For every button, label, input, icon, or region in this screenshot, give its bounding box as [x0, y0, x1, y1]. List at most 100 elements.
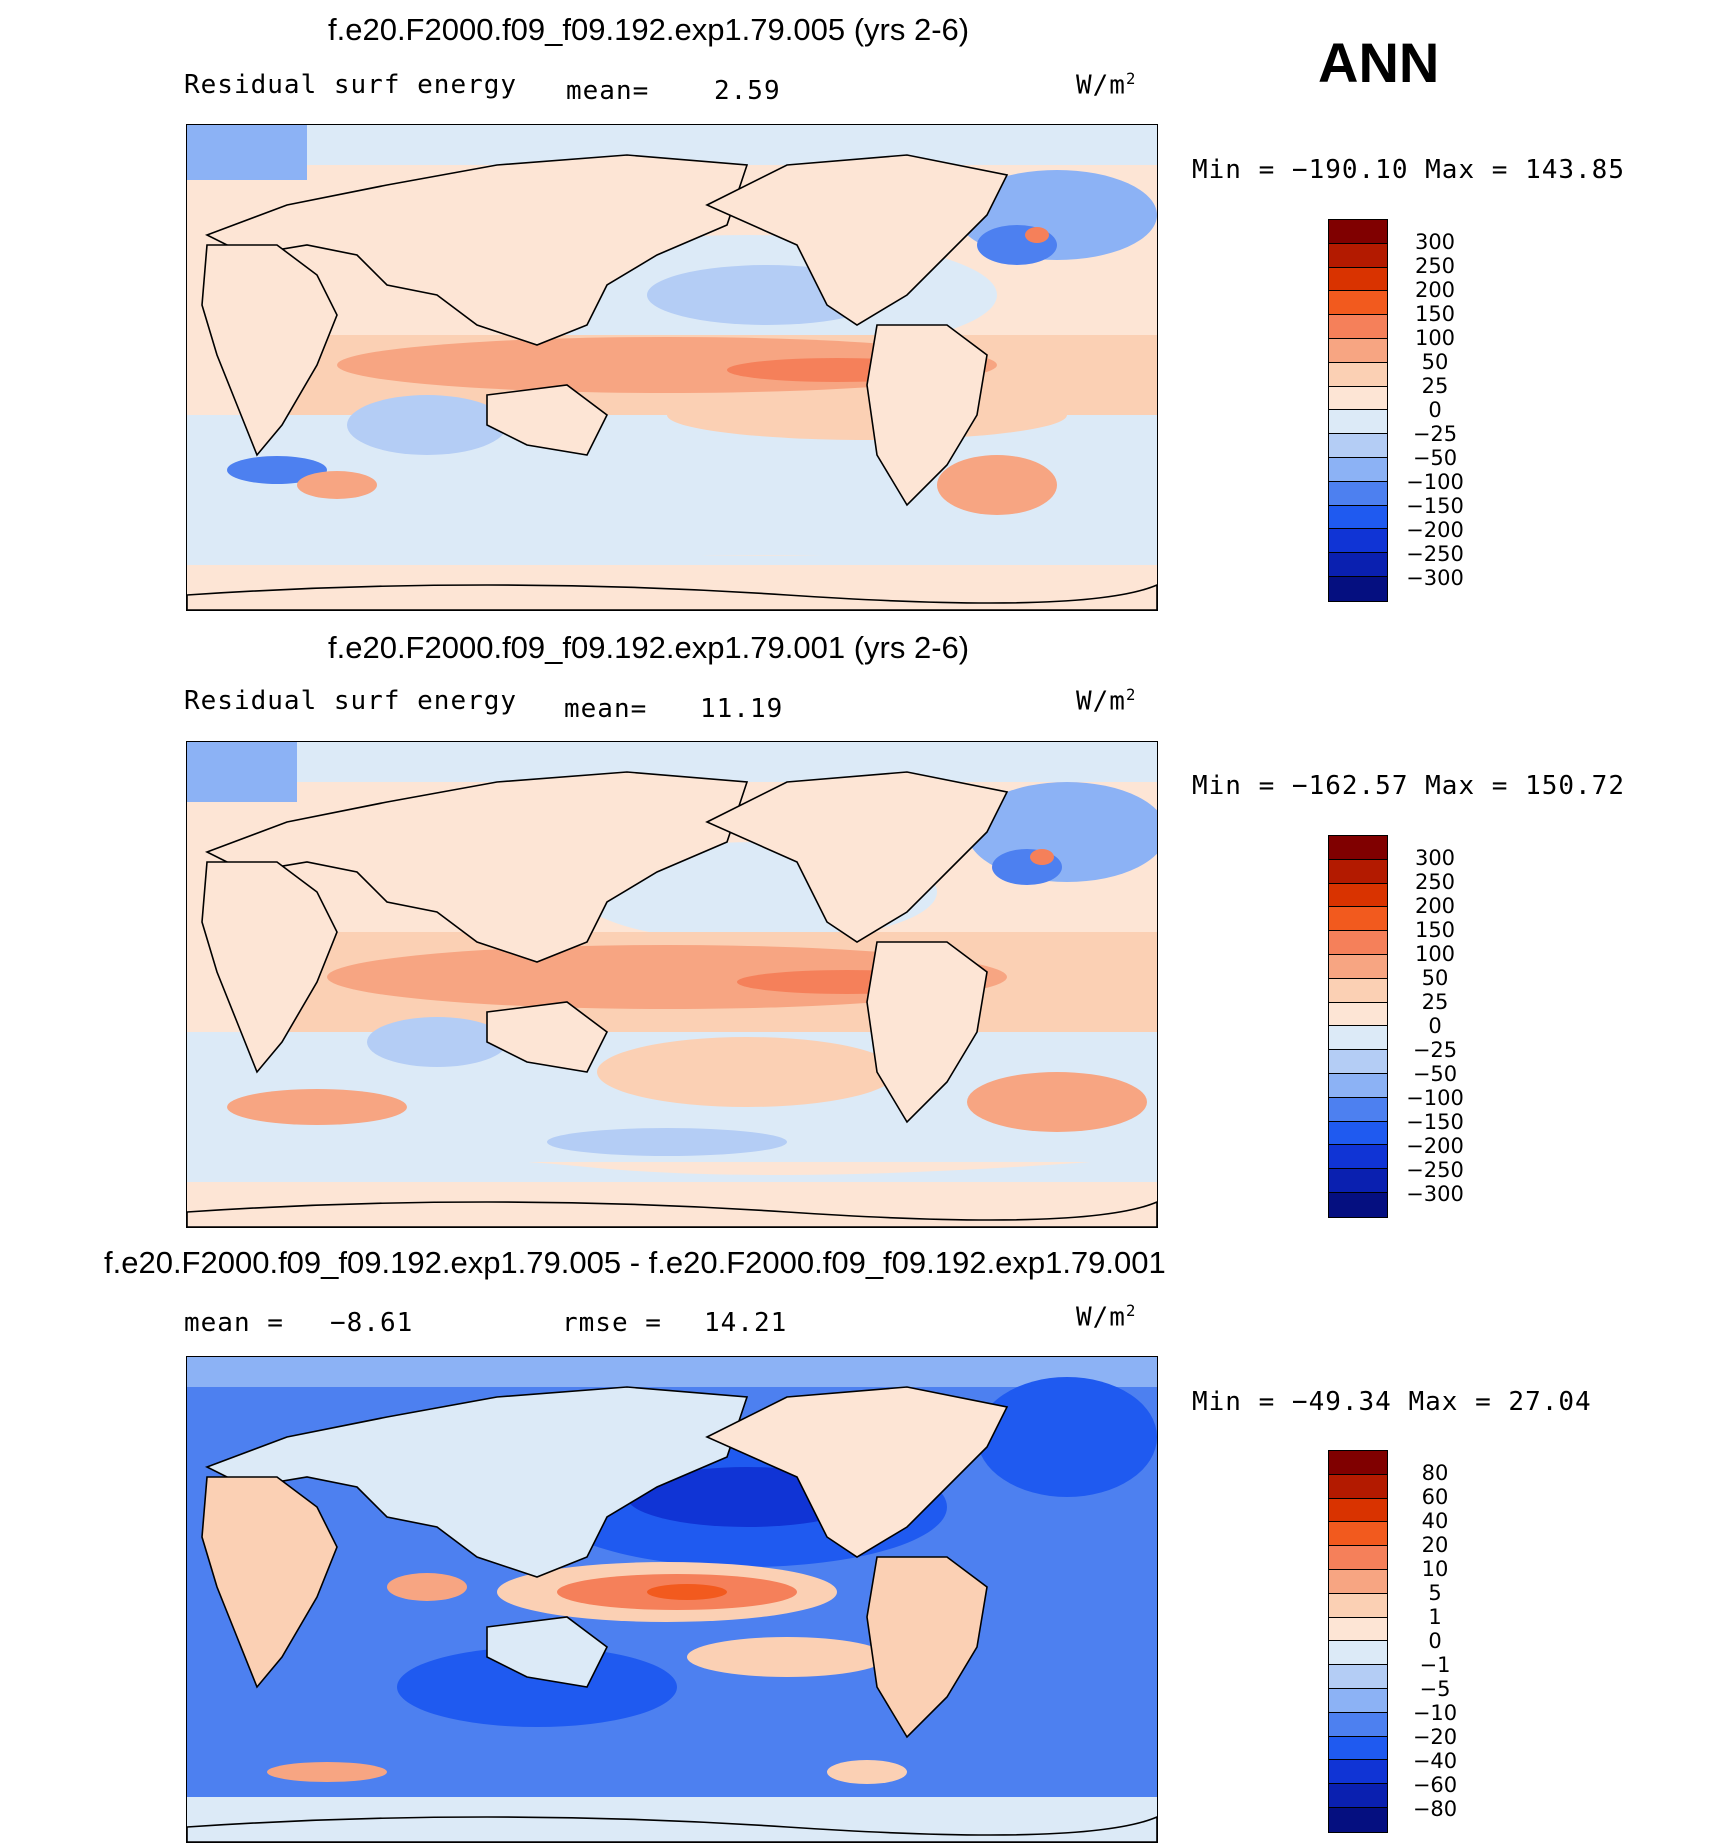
colorbar-cell: [1329, 954, 1387, 979]
season-label: ANN: [1318, 31, 1440, 94]
colorbar-label: 0: [1428, 1629, 1442, 1653]
colorbar-label: 1: [1428, 1605, 1442, 1629]
colorbar-label: −150: [1406, 1110, 1464, 1134]
colorbar-cell: [1329, 1712, 1387, 1737]
colorbar-cell: [1329, 1760, 1387, 1785]
colorbar-cell: [1329, 1498, 1387, 1523]
panel1-units: W/m2: [1076, 70, 1137, 101]
panel1-mean-value: 2.59: [714, 76, 781, 106]
panel3-units: W/m2: [1076, 1302, 1137, 1333]
colorbar-label: 25: [1421, 990, 1449, 1014]
colorbar-label: −150: [1406, 494, 1464, 518]
colorbar-cell: [1329, 1192, 1387, 1217]
colorbar-cell: [1329, 315, 1387, 339]
colorbar-cell: [1329, 1569, 1387, 1594]
panel3-rmse-label: rmse =: [562, 1308, 662, 1338]
panel1-mean-label: mean=: [566, 76, 650, 106]
colorbar-cell: [1329, 1522, 1387, 1547]
colorbar-cell: [1329, 1097, 1387, 1122]
colorbar-cell: [1329, 978, 1387, 1003]
colorbar-label: −100: [1406, 470, 1464, 494]
colorbar-label: −50: [1412, 446, 1458, 470]
colorbar-label: −40: [1412, 1749, 1458, 1773]
colorbar-label: −25: [1412, 422, 1458, 446]
colorbar-cell: [1329, 362, 1387, 387]
panel3-colorbar: [1328, 1450, 1388, 1833]
colorbar-label: −300: [1406, 1182, 1464, 1206]
colorbar-cell: [1329, 1617, 1387, 1642]
colorbar-label: 0: [1428, 398, 1442, 422]
colorbar-label: 40: [1421, 1509, 1449, 1533]
colorbar-cell: [1329, 410, 1387, 435]
colorbar-label: 100: [1414, 326, 1456, 350]
colorbar-label: 200: [1414, 278, 1456, 302]
panel2-units: W/m2: [1076, 686, 1137, 717]
colorbar-cell: [1329, 1073, 1387, 1098]
colorbar-cell: [1329, 1641, 1387, 1666]
panel2-colorbar: [1328, 835, 1388, 1218]
colorbar-cell: [1329, 1593, 1387, 1618]
colorbar-cell: [1329, 220, 1387, 244]
panel2-map: [186, 741, 1158, 1228]
colorbar-cell: [1329, 529, 1387, 554]
colorbar-label: 300: [1414, 846, 1456, 870]
colorbar-label: 20: [1421, 1533, 1449, 1557]
panel2-variable: Residual surf energy: [184, 686, 518, 716]
colorbar-cell: [1329, 553, 1387, 577]
colorbar-label: −300: [1406, 566, 1464, 590]
colorbar-cell: [1329, 481, 1387, 506]
colorbar-cell: [1329, 434, 1387, 458]
panel3-rmse-value: 14.21: [704, 1308, 788, 1338]
colorbar-label: 150: [1414, 918, 1456, 942]
colorbar-cell: [1329, 836, 1387, 860]
colorbar-label: −20: [1412, 1725, 1458, 1749]
colorbar-label: −80: [1412, 1797, 1458, 1821]
colorbar-label: 5: [1428, 1581, 1442, 1605]
panel3-mean-label: mean =: [184, 1308, 284, 1338]
colorbar-label: −200: [1406, 1134, 1464, 1158]
colorbar-label: −1: [1419, 1653, 1451, 1677]
colorbar-label: 200: [1414, 894, 1456, 918]
colorbar-label: −250: [1406, 542, 1464, 566]
colorbar-label: −200: [1406, 518, 1464, 542]
panel1-variable: Residual surf energy: [184, 70, 518, 100]
panel1-map: [186, 124, 1158, 611]
colorbar-label: 80: [1421, 1461, 1449, 1485]
colorbar-cell: [1329, 1145, 1387, 1170]
colorbar-label: −25: [1412, 1038, 1458, 1062]
colorbar-cell: [1329, 1807, 1387, 1832]
colorbar-cell: [1329, 457, 1387, 482]
colorbar-cell: [1329, 267, 1387, 292]
colorbar-label: 250: [1414, 870, 1456, 894]
panel1-minmax: Min = −190.10 Max = 143.85: [1192, 155, 1625, 185]
colorbar-cell: [1329, 883, 1387, 908]
panel2-mean-value: 11.19: [700, 694, 784, 724]
colorbar-label: 150: [1414, 302, 1456, 326]
colorbar-cell: [1329, 907, 1387, 932]
colorbar-cell: [1329, 1121, 1387, 1146]
panel3-minmax: Min = −49.34 Max = 27.04: [1192, 1387, 1592, 1417]
colorbar-cell: [1329, 505, 1387, 530]
colorbar-label: 50: [1421, 966, 1449, 990]
colorbar-cell: [1329, 1546, 1387, 1570]
panel2-title: f.e20.F2000.f09_f09.192.exp1.79.001 (yrs…: [328, 630, 970, 665]
colorbar-label: 300: [1414, 230, 1456, 254]
colorbar-cell: [1329, 1688, 1387, 1713]
colorbar-label: −250: [1406, 1158, 1464, 1182]
colorbar-cell: [1329, 1026, 1387, 1051]
colorbar-label: 100: [1414, 942, 1456, 966]
colorbar-label: −100: [1406, 1086, 1464, 1110]
colorbar-cell: [1329, 1050, 1387, 1074]
colorbar-label: −60: [1412, 1773, 1458, 1797]
colorbar-label: −10: [1412, 1701, 1458, 1725]
panel1-colorbar: [1328, 219, 1388, 602]
panel3-title: f.e20.F2000.f09_f09.192.exp1.79.005 - f.…: [104, 1245, 1166, 1280]
panel3-map: [186, 1356, 1158, 1843]
panel1-title: f.e20.F2000.f09_f09.192.exp1.79.005 (yrs…: [328, 12, 970, 47]
colorbar-cell: [1329, 1169, 1387, 1193]
colorbar-label: 50: [1421, 350, 1449, 374]
colorbar-label: 25: [1421, 374, 1449, 398]
panel3-mean-value: −8.61: [330, 1308, 414, 1338]
colorbar-cell: [1329, 1451, 1387, 1475]
colorbar-cell: [1329, 576, 1387, 601]
